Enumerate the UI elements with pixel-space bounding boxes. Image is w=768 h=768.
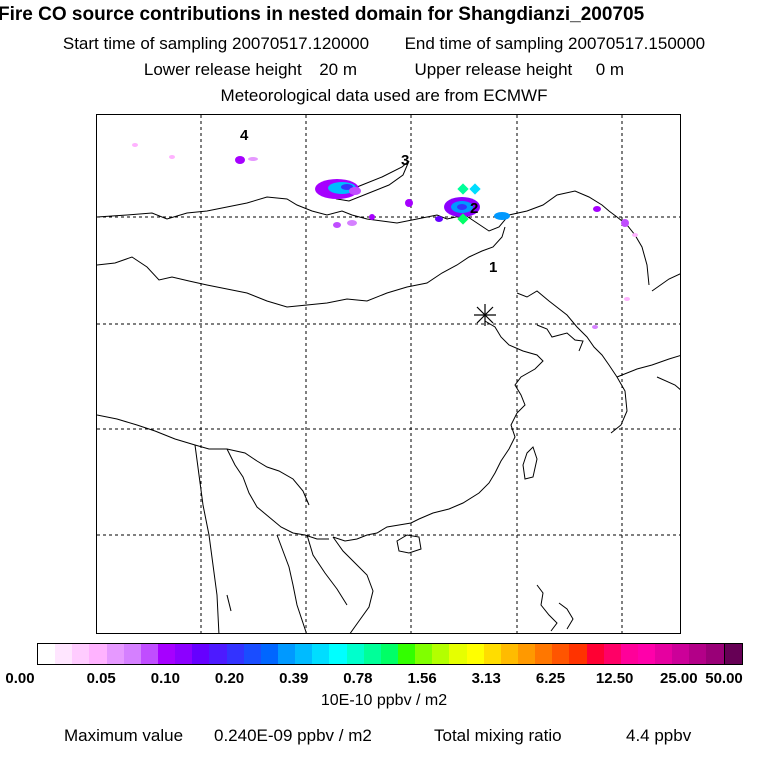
colorbar-tick-label: 0.00 — [5, 670, 35, 687]
end-time-label: End time of sampling — [404, 34, 564, 53]
colorbar-tick-label: 1.56 — [407, 670, 437, 687]
coastlines-borders — [97, 160, 680, 633]
colorbar-swatch — [466, 644, 484, 664]
colorbar-swatch — [432, 644, 450, 664]
colorbar-tick-label: 0.20 — [214, 670, 245, 687]
colorbar-swatch — [724, 644, 742, 664]
colorbar-swatch — [620, 644, 638, 664]
lower-release-label: Lower release height — [143, 60, 302, 79]
colorbar-swatch — [689, 644, 707, 664]
colorbar-unit: 10E-10 ppbv / m2 — [320, 692, 448, 709]
colorbar-swatch — [569, 644, 587, 664]
colorbar-swatch — [706, 644, 725, 664]
colorbar-tick-label: 12.50 — [595, 670, 634, 687]
release-heights: Lower release height 20 m Upper release … — [0, 60, 768, 80]
track-label-4: 4 — [240, 127, 249, 144]
page-title: Fire CO source contributions in nested d… — [0, 4, 645, 25]
colorbar-swatch — [363, 644, 381, 664]
colorbar-swatch — [449, 644, 467, 664]
colorbar-swatch — [157, 644, 176, 664]
colorbar-tick-label: 25.00 — [660, 670, 698, 687]
colorbar-swatch — [535, 644, 553, 664]
lower-release-value: 20 m — [319, 60, 357, 79]
colorbar-swatch — [260, 644, 278, 664]
colorbar-swatch — [397, 644, 416, 664]
colorbar-swatch — [140, 644, 158, 664]
colorbar-swatch — [655, 644, 673, 664]
colorbar-swatch — [209, 644, 227, 664]
co-plumes — [132, 143, 638, 329]
sampling-times: Start time of sampling 20070517.120000 E… — [0, 34, 768, 54]
station-marker — [474, 304, 496, 326]
upper-release-label: Upper release height — [414, 60, 573, 79]
colorbar-swatch — [38, 644, 56, 664]
colorbar-tick-label: 0.78 — [343, 670, 373, 687]
colorbar-swatch — [517, 644, 536, 664]
colorbar-swatch — [637, 644, 656, 664]
track-label-1: 1 — [489, 259, 497, 276]
colorbar-swatch — [312, 644, 330, 664]
total-mixing-value: 4.4 ppbv — [626, 726, 692, 745]
colorbar-swatch — [415, 644, 433, 664]
colorbar-tick-label: 3.13 — [471, 670, 501, 687]
colorbar-swatch — [346, 644, 364, 664]
colorbar-tick-label: 0.39 — [279, 670, 309, 687]
max-value: 0.240E-09 ppbv / m2 — [214, 726, 372, 745]
colorbar-swatch — [55, 644, 73, 664]
total-mixing-label: Total mixing ratio — [434, 726, 562, 745]
colorbar-tick-label: 50.00 — [705, 670, 743, 687]
upper-release-value: 0 m — [595, 60, 625, 79]
colorbar-swatch — [586, 644, 604, 664]
colorbar-tick-label: 0.10 — [150, 670, 180, 687]
colorbar-swatch — [329, 644, 347, 664]
graticule — [97, 115, 680, 633]
colorbar-swatch — [552, 644, 570, 664]
colorbar-tick-label: 0.05 — [86, 670, 116, 687]
colorbar-swatch — [106, 644, 124, 664]
max-value-label: Maximum value — [64, 726, 184, 745]
colorbar-tick-label: 6.25 — [535, 670, 566, 687]
start-time-label: Start time of sampling — [62, 34, 228, 53]
colorbar-swatch — [243, 644, 261, 664]
colorbar-swatch — [72, 644, 90, 664]
met-data-line: Meteorological data used are from ECMWF — [220, 86, 548, 105]
colorbar — [37, 643, 743, 665]
track-label-2: 2 — [470, 200, 478, 217]
colorbar-swatch — [175, 644, 193, 664]
colorbar-swatch — [295, 644, 313, 664]
end-time-value: 20070517.150000 — [568, 34, 706, 53]
colorbar-swatch — [192, 644, 210, 664]
colorbar-swatch — [277, 644, 296, 664]
colorbar-swatch — [123, 644, 141, 664]
colorbar-swatch — [226, 644, 244, 664]
colorbar-swatch — [672, 644, 690, 664]
track-label-3: 3 — [401, 152, 409, 169]
colorbar-swatch — [500, 644, 518, 664]
map-svg: 1 2 3 4 — [97, 115, 680, 633]
colorbar-swatch — [89, 644, 107, 664]
colorbar-swatch — [483, 644, 501, 664]
colorbar-swatch — [380, 644, 398, 664]
colorbar-swatch — [603, 644, 621, 664]
map-panel: 1 2 3 4 — [96, 114, 681, 634]
start-time-value: 20070517.120000 — [232, 34, 370, 53]
